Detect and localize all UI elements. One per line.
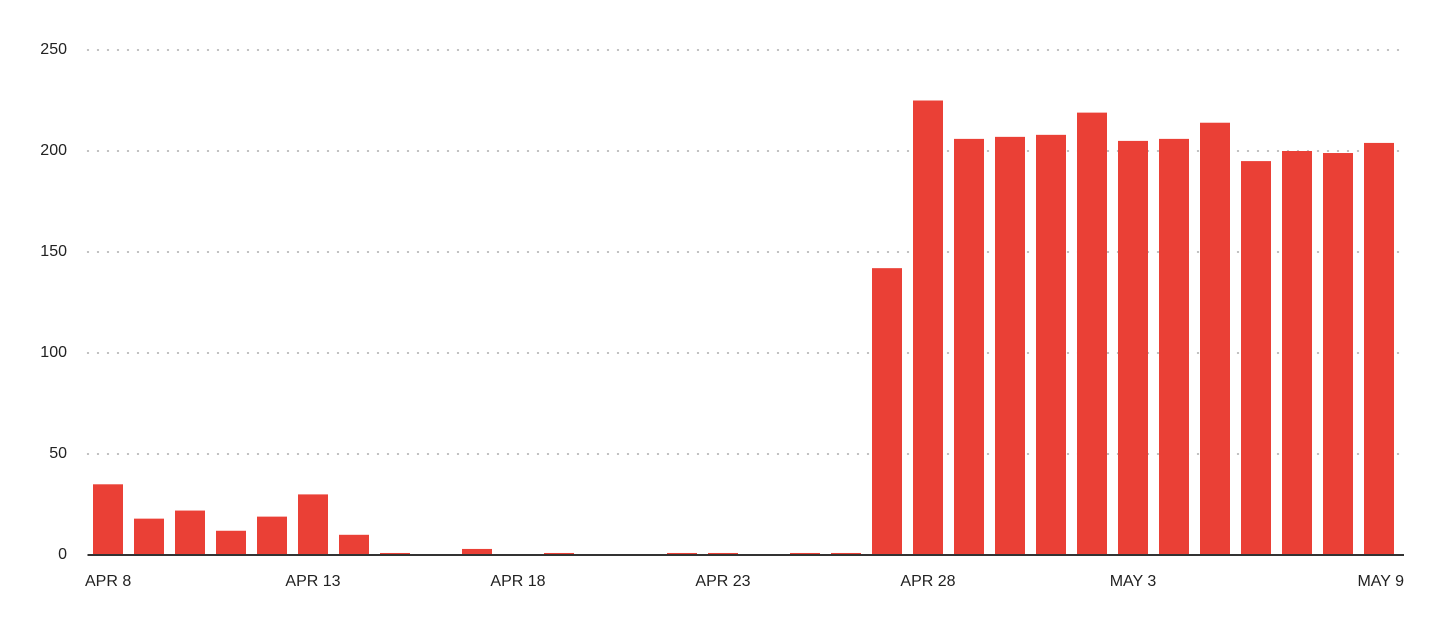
- y-tick-label: 50: [49, 445, 67, 462]
- y-tick-label: 100: [40, 344, 67, 361]
- x-tick-label: APR 13: [285, 573, 340, 590]
- bar: [995, 136, 1025, 556]
- bar: [462, 548, 492, 555]
- bar: [544, 552, 574, 555]
- bar: [1118, 140, 1148, 555]
- bar: [175, 510, 205, 555]
- bar: [790, 552, 820, 555]
- bar: [1200, 122, 1230, 555]
- bar: [380, 552, 410, 555]
- y-tick-label: 200: [40, 142, 67, 159]
- bar: [872, 268, 902, 555]
- bar: [831, 552, 861, 555]
- y-tick-label: 150: [40, 243, 67, 260]
- bar: [1077, 112, 1107, 556]
- bar: [708, 552, 738, 555]
- bar: [134, 518, 164, 555]
- bar: [1159, 138, 1189, 555]
- x-tick-label: APR 18: [490, 573, 545, 590]
- bar: [1036, 134, 1066, 555]
- x-tick-label: MAY 3: [1110, 573, 1157, 590]
- bar: [913, 100, 943, 555]
- x-tick-label: MAY 9: [1357, 573, 1404, 590]
- bar: [954, 138, 984, 555]
- x-tick-label: APR 8: [85, 573, 131, 590]
- bar: [216, 530, 246, 555]
- y-tick-label: 250: [40, 41, 67, 58]
- bar: [298, 494, 328, 555]
- bar: [257, 516, 287, 555]
- bar: [1323, 153, 1353, 555]
- bar: [1282, 151, 1312, 555]
- y-tick-label: 0: [58, 546, 67, 563]
- bar: [93, 484, 123, 555]
- bar: [339, 534, 369, 555]
- x-tick-label: APR 23: [695, 573, 750, 590]
- bar: [1241, 161, 1271, 555]
- bar: [667, 552, 697, 555]
- x-tick-label: APR 28: [900, 573, 955, 590]
- bar: [1364, 142, 1394, 556]
